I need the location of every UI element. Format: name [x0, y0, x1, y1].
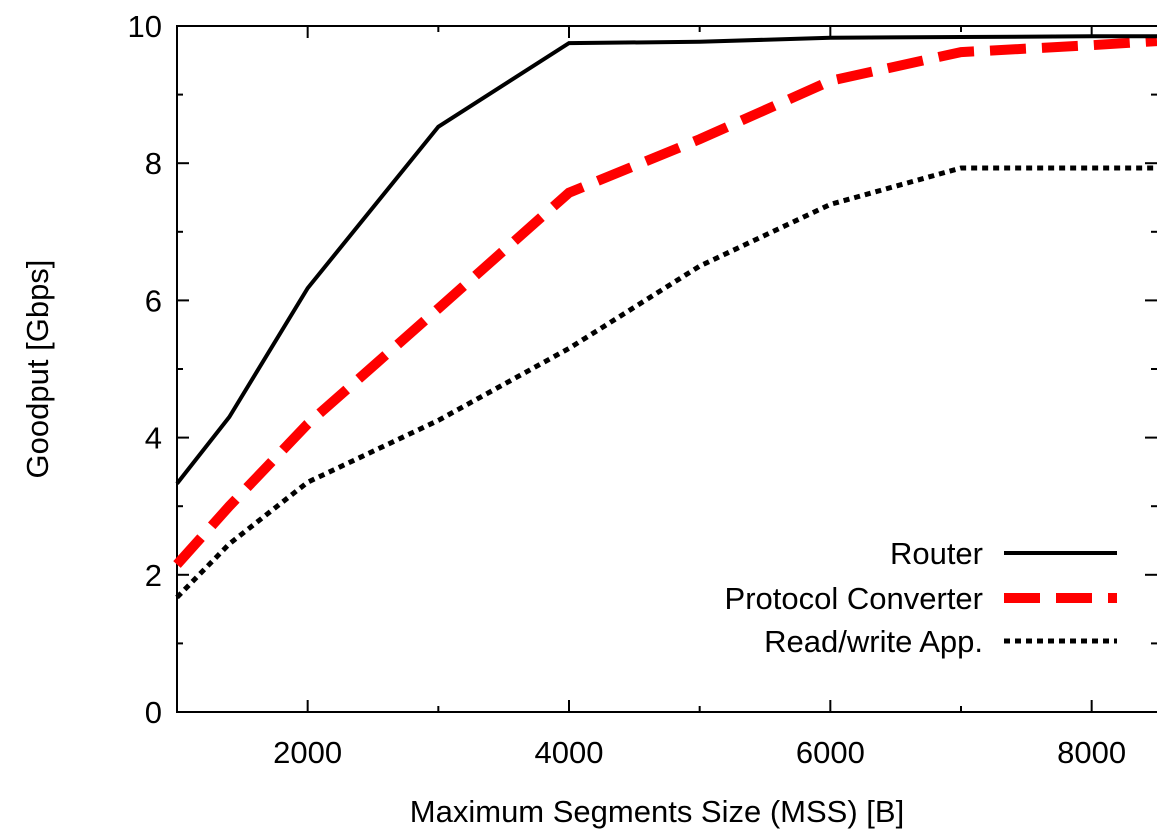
x-tick-label: 8000: [1057, 735, 1126, 770]
y-tick-label: 8: [145, 146, 162, 181]
legend-label: Router: [890, 536, 983, 571]
y-tick-label: 4: [145, 421, 162, 456]
x-tick-label: 6000: [796, 735, 865, 770]
plot-border: [176, 25, 1157, 713]
y-axis-title: Goodput [Gbps]: [20, 260, 55, 479]
x-axis-title: Maximum Segments Size (MSS) [B]: [410, 794, 904, 829]
legend-label: Protocol Converter: [725, 581, 983, 616]
x-tick-label: 2000: [273, 735, 342, 770]
y-tick-label: 10: [128, 9, 162, 44]
y-tick-label: 6: [145, 283, 162, 318]
y-tick-label: 0: [145, 695, 162, 730]
series-line: [175, 34, 1157, 485]
series-line: [175, 165, 1157, 600]
y-tick-label: 2: [145, 558, 162, 593]
series-layer: [173, 34, 1157, 600]
x-axis: 2000 4000 6000 8000: [273, 26, 1126, 770]
legend: Router Protocol Converter Read/write App.: [725, 536, 1117, 659]
series-line: [173, 36, 1157, 568]
plot-area: [176, 25, 1157, 713]
y-axis: 0 2 4 6 8 10: [128, 9, 1157, 730]
x-tick-label: 4000: [535, 735, 604, 770]
legend-label: Read/write App.: [764, 624, 983, 659]
